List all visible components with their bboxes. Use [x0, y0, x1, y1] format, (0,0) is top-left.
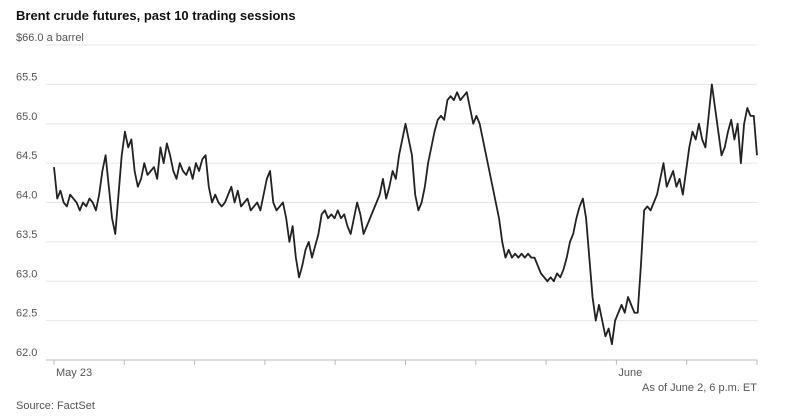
- x-tick-label: May 23: [56, 367, 92, 379]
- y-tick-label: 63.0: [16, 268, 37, 280]
- source-note: Source: FactSet: [16, 400, 95, 412]
- y-tick-label: 65.5: [16, 71, 37, 83]
- y-axis-ticks: $66.0 a barrel 65.5 65.0 64.5 64.0 63.5 63.0 62…: [16, 32, 84, 359]
- y-tick-label: $66.0 a barrel: [16, 32, 84, 44]
- y-tick-label: 64.5: [16, 150, 37, 162]
- x-tick-label: June: [618, 367, 642, 379]
- y-tick-label: 62.0: [16, 347, 37, 359]
- grid-lines: [46, 44, 757, 322]
- y-tick-label: 64.0: [16, 190, 37, 202]
- y-tick-label: 63.5: [16, 229, 37, 241]
- chart-title: Brent crude futures, past 10 trading ses…: [16, 8, 296, 23]
- x-axis: May 23 June: [46, 359, 758, 379]
- y-tick-label: 62.5: [16, 308, 37, 320]
- timestamp-note: As of June 2, 6 p.m. ET: [642, 382, 757, 394]
- y-tick-label: 65.0: [16, 111, 37, 123]
- series-line: [53, 83, 758, 346]
